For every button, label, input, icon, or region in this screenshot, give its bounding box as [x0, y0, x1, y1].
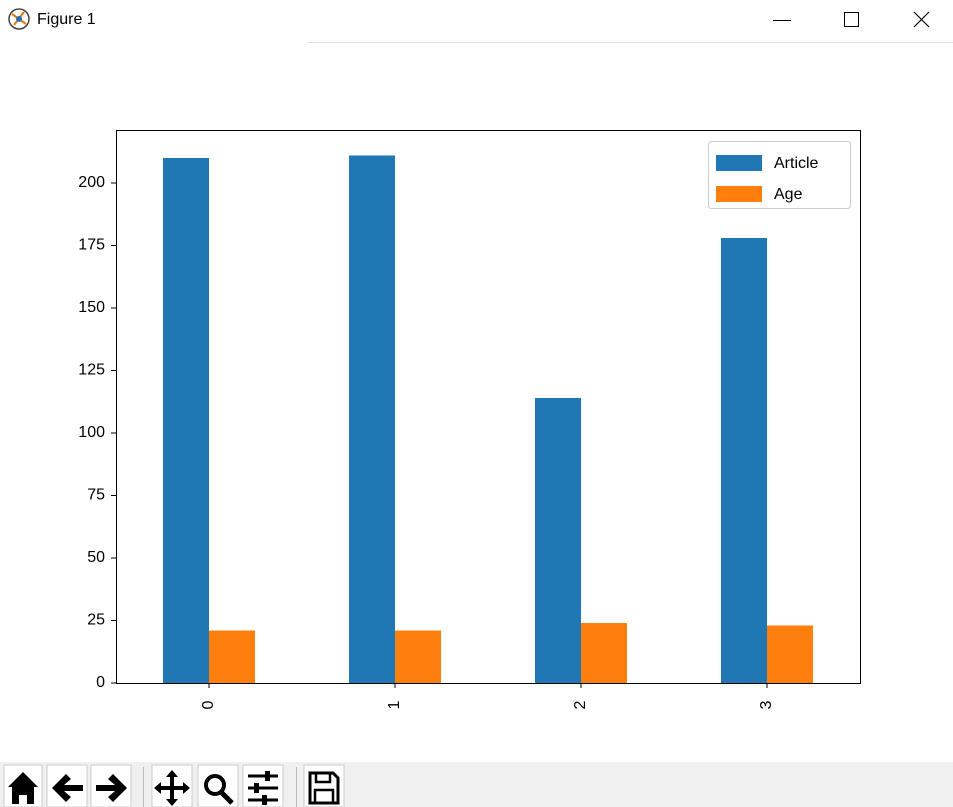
- y-tick-label: 25: [87, 612, 105, 629]
- title-bar: [0, 0, 953, 42]
- y-tick-label: 175: [78, 237, 105, 254]
- bar: [581, 623, 627, 683]
- chart: 0 25 50 75 100 125 150 175 200 0 1 2 3 Article Age: [78, 130, 861, 709]
- x-tick-label: 0: [200, 700, 217, 709]
- legend-label: Age: [774, 186, 803, 203]
- bar: [721, 238, 767, 683]
- y-tick-label: 0: [96, 674, 105, 691]
- y-tick-label: 125: [78, 362, 105, 379]
- legend-label: Article: [774, 155, 819, 172]
- y-tick-label: 75: [87, 487, 105, 504]
- y-tick-label: 200: [78, 174, 105, 191]
- pan-button[interactable]: [151, 764, 193, 807]
- forward-button[interactable]: [90, 764, 132, 807]
- x-tick-label: 2: [572, 700, 589, 709]
- axes-frame: [116, 130, 861, 684]
- x-tick-label: 3: [758, 700, 775, 709]
- bar: [163, 158, 209, 683]
- legend-swatch: [716, 186, 762, 202]
- bar: [767, 625, 813, 683]
- back-button[interactable]: [46, 764, 88, 807]
- y-tick-label: 50: [87, 549, 105, 566]
- close-button[interactable]: [913, 11, 930, 28]
- save-button[interactable]: [303, 764, 345, 807]
- legend-swatch: [716, 155, 762, 171]
- app-icon: [8, 8, 30, 30]
- x-tick-label: 1: [386, 700, 403, 709]
- zoom-button[interactable]: [197, 764, 239, 807]
- home-button[interactable]: [3, 764, 43, 807]
- bar: [209, 630, 255, 683]
- configure-button[interactable]: [242, 764, 284, 807]
- bar: [349, 155, 395, 683]
- maximize-button[interactable]: [844, 12, 859, 27]
- bar: [535, 398, 581, 683]
- y-tick-label: 150: [78, 299, 105, 316]
- window-title: Figure 1: [37, 11, 96, 28]
- y-tick-label: 100: [78, 424, 105, 441]
- bar: [395, 630, 441, 683]
- toolbar: [0, 762, 953, 807]
